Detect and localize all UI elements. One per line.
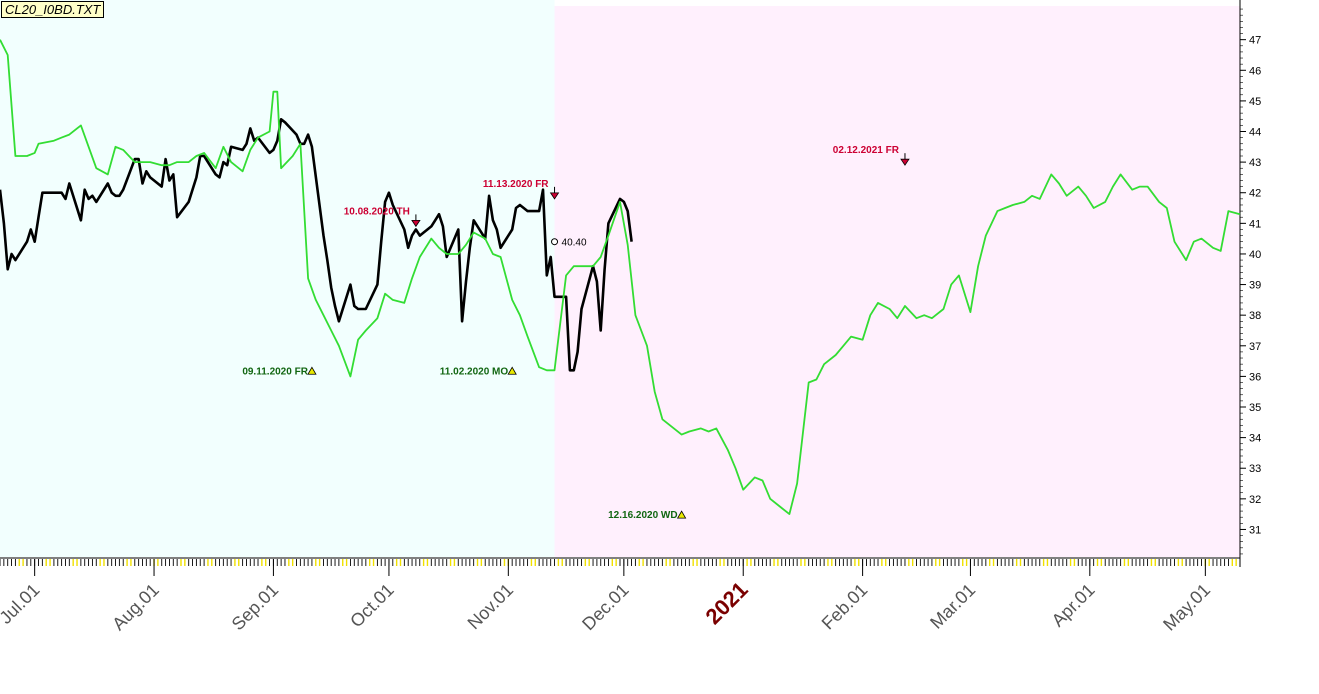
x-tick-label: Feb.01	[818, 580, 872, 634]
y-tick-label: 47	[1249, 35, 1261, 47]
y-tick-label: 37	[1249, 341, 1261, 353]
high-arrow-icon	[900, 158, 910, 166]
x-tick-label: Sep.01	[228, 580, 282, 634]
y-tick-label: 35	[1249, 402, 1261, 414]
x-tick-label: Mar.01	[926, 580, 979, 633]
x-tick-label: Aug.01	[108, 580, 162, 634]
y-tick-label: 44	[1249, 127, 1261, 139]
actual-price-line	[0, 118, 633, 372]
y-tick-label: 31	[1249, 524, 1261, 536]
y-tick-label: 36	[1249, 371, 1261, 383]
past-region	[0, 0, 555, 557]
y-tick-label: 33	[1249, 463, 1261, 475]
y-tick-label: 46	[1249, 65, 1261, 77]
y-tick-label: 38	[1249, 310, 1261, 322]
low-arrow-icon	[307, 366, 317, 375]
x-tick-label: Oct.01	[346, 580, 398, 632]
last-value-marker	[551, 238, 559, 246]
high-arrow-icon	[411, 220, 421, 228]
x-tick-label: Jul.01	[0, 580, 43, 628]
forecast-region	[554, 6, 1240, 557]
y-tick-label: 45	[1249, 96, 1261, 108]
x-tick-label: Nov.01	[464, 580, 518, 634]
x-tick-label: Dec.01	[578, 580, 632, 634]
x-tick-label: Apr.01	[1048, 580, 1099, 631]
high-arrow-icon	[549, 192, 560, 200]
high-label: 02.12.2021 FR	[833, 145, 900, 156]
x-tick-label: 2021	[700, 577, 752, 629]
y-tick-label: 40	[1249, 249, 1261, 261]
high-label: 11.13.2020 FR	[483, 179, 549, 190]
low-label: 12.16.2020 WD	[608, 510, 678, 521]
high-label: 10.08.2020 TH	[344, 206, 410, 217]
last-value-label: 40.40	[562, 238, 587, 249]
file-label: CL20_I0BD.TXT	[1, 1, 105, 18]
y-tick-label: 43	[1249, 157, 1261, 169]
low-label: 11.02.2020 MO	[440, 366, 509, 377]
low-label: 09.11.2020 FR	[242, 366, 308, 377]
x-tick-label: May.01	[1159, 580, 1214, 635]
y-tick-label: 34	[1249, 433, 1261, 445]
y-tick-label: 41	[1249, 218, 1261, 230]
low-arrow-icon	[676, 510, 687, 519]
y-tick-label: 32	[1249, 494, 1261, 506]
y-tick-label: 42	[1249, 188, 1261, 200]
forecast-line	[0, 39, 1241, 515]
y-tick-label: 39	[1249, 280, 1261, 292]
low-arrow-icon	[507, 366, 517, 375]
